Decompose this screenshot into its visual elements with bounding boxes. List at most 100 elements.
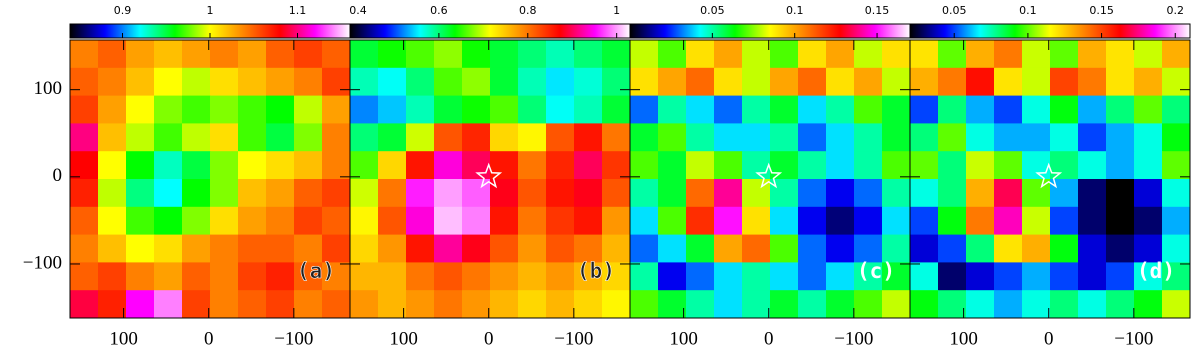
heatmap-cell — [1050, 123, 1079, 152]
heatmap-cell — [1022, 262, 1051, 291]
heatmap-cell — [126, 206, 155, 236]
heatmap-cell — [798, 179, 827, 208]
heatmap-cell — [1078, 151, 1107, 180]
heatmap-cell — [518, 179, 547, 208]
heatmap-cell — [798, 151, 827, 180]
heatmap-cell — [98, 234, 127, 263]
colorbar-tick-label: 0.8 — [519, 4, 537, 17]
heatmap-cell — [686, 206, 715, 236]
heatmap-cell — [994, 67, 1023, 97]
heatmap-cell — [882, 40, 911, 69]
heatmap-cell — [322, 262, 351, 291]
heatmap-cell — [910, 95, 939, 124]
heatmap-cell — [518, 290, 547, 319]
heatmap-cell — [182, 206, 211, 236]
heatmap-cell — [826, 179, 855, 208]
heatmap-cell — [210, 67, 239, 97]
heatmap-cell — [238, 151, 267, 180]
heatmap-cell — [1134, 123, 1163, 152]
heatmap-cell — [658, 290, 687, 319]
heatmap-cell — [1134, 151, 1163, 180]
heatmap-cell — [854, 40, 883, 69]
heatmap-cell — [1134, 206, 1163, 236]
heatmap-cell — [574, 290, 603, 319]
heatmap-cell — [1134, 67, 1163, 97]
heatmap-cell — [1134, 290, 1163, 319]
heatmap-cell — [966, 123, 995, 152]
heatmap-cell — [966, 179, 995, 208]
x-tick-label: 100 — [109, 328, 138, 349]
colorbar-tick-label: 1.1 — [289, 4, 307, 17]
heatmap-cell — [742, 262, 771, 291]
heatmap-cell — [182, 95, 211, 124]
heatmap-cell — [266, 67, 295, 97]
heatmap-cell — [910, 40, 939, 69]
heatmap-cell — [406, 179, 435, 208]
heatmap-cell — [294, 290, 323, 319]
heatmap-cell — [742, 95, 771, 124]
heatmap-cell — [322, 67, 351, 97]
x-tick-label: −100 — [834, 328, 873, 349]
heatmap-cell — [966, 40, 995, 69]
heatmap-cell — [658, 206, 687, 236]
heatmap-cell — [182, 290, 211, 319]
heatmap-cell — [322, 151, 351, 180]
heatmap-cell — [938, 40, 967, 69]
heatmap-cell — [462, 123, 491, 152]
heatmap-cell — [1078, 123, 1107, 152]
panel-label: (a) — [297, 259, 335, 283]
heatmap-cell — [182, 234, 211, 263]
heatmap-cell — [994, 95, 1023, 124]
heatmap-cell — [518, 151, 547, 180]
heatmap-cell — [966, 206, 995, 236]
heatmap-cell — [294, 262, 323, 291]
heatmap-cell — [462, 67, 491, 97]
heatmap-cell — [182, 151, 211, 180]
heatmap-cell — [266, 179, 295, 208]
heatmap-cell — [350, 234, 379, 263]
heatmap-cell — [854, 179, 883, 208]
heatmap-cell — [406, 40, 435, 69]
heatmap-cell — [98, 151, 127, 180]
heatmap-cell — [462, 40, 491, 69]
heatmap-cell — [294, 95, 323, 124]
colorbar-tick-label: 0.4 — [349, 4, 367, 17]
heatmap-cell — [406, 206, 435, 236]
heatmap-cell — [910, 151, 939, 180]
heatmap-cell — [798, 290, 827, 319]
heatmap-cell — [1106, 67, 1135, 97]
heatmap-cell — [462, 206, 491, 236]
heatmap-cell — [70, 179, 99, 208]
heatmap-cell — [686, 290, 715, 319]
heatmap-cell — [602, 262, 631, 291]
heatmap-cell — [1162, 123, 1191, 152]
heatmap-cell — [350, 151, 379, 180]
heatmap-cell — [462, 262, 491, 291]
heatmap-cell — [742, 290, 771, 319]
heatmap-cell — [70, 206, 99, 236]
heatmap-cell — [1106, 179, 1135, 208]
heatmap-cell — [98, 290, 127, 319]
heatmap-cell — [238, 95, 267, 124]
heatmap-cell — [1162, 151, 1191, 180]
heatmap-cell — [266, 262, 295, 291]
heatmap-cell — [70, 123, 99, 152]
star-marker — [475, 162, 503, 189]
heatmap-cell — [994, 206, 1023, 236]
heatmap-cell — [686, 234, 715, 263]
heatmap-cell — [770, 206, 799, 236]
colorbar-tick-label: 0.05 — [700, 4, 725, 17]
heatmap-cell — [406, 95, 435, 124]
colorbar — [909, 23, 1191, 39]
heatmap-cell — [910, 206, 939, 236]
heatmap-cell — [742, 151, 771, 180]
heatmap-cell — [294, 234, 323, 263]
heatmap-cell — [994, 290, 1023, 319]
heatmap-cell — [882, 262, 911, 291]
heatmap-cell — [910, 234, 939, 263]
x-tick-label: 0 — [1044, 328, 1054, 349]
heatmap-cell — [1162, 95, 1191, 124]
heatmap-cell — [658, 67, 687, 97]
heatmap-cell — [322, 290, 351, 319]
heatmap-cell — [826, 206, 855, 236]
